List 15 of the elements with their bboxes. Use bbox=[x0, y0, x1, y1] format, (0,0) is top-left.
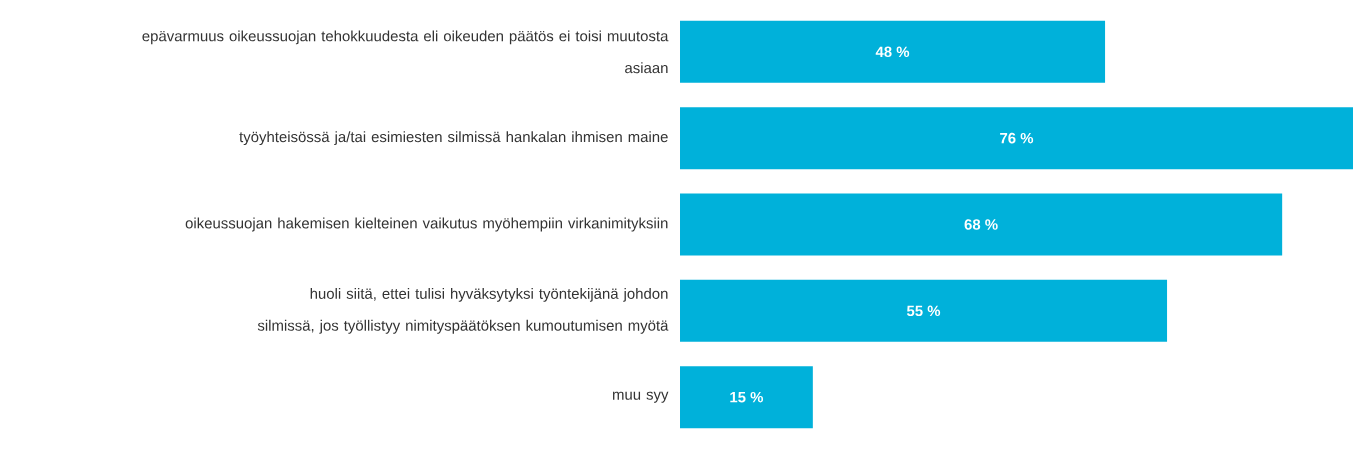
bar bbox=[680, 20, 1106, 83]
category-label: huoli siitä, ettei tulisi hyväksytyksi työntekijänä johdon silmissä, jos työllistyy nimityspäätöksen kumoutumisen myötä bbox=[257, 287, 669, 334]
bar bbox=[680, 279, 1168, 342]
bar bbox=[680, 107, 1353, 170]
y-tick-label: oikeussuojan hakemisen kielteinen vaikutus myöhempiin virkanimityksiin bbox=[185, 217, 668, 232]
data-label: 68 % bbox=[964, 219, 998, 230]
bar bbox=[680, 366, 813, 429]
data-label: 55 % bbox=[906, 305, 941, 317]
data-label: 76 % bbox=[1000, 132, 1034, 144]
bar bbox=[680, 193, 1283, 256]
category-label: epävarmuus oikeussuojan tehokkuudesta eli oikeuden päätös ei toisi muutosta asiaan bbox=[142, 30, 669, 74]
data-label: 15 % bbox=[730, 391, 764, 403]
data-label: 48 % bbox=[875, 46, 910, 58]
y-tick-label: työyhteisössä ja/tai esimiesten silmissä hankalan ihmisen maine bbox=[239, 131, 668, 146]
y-tick-label: muu syy bbox=[613, 391, 669, 403]
